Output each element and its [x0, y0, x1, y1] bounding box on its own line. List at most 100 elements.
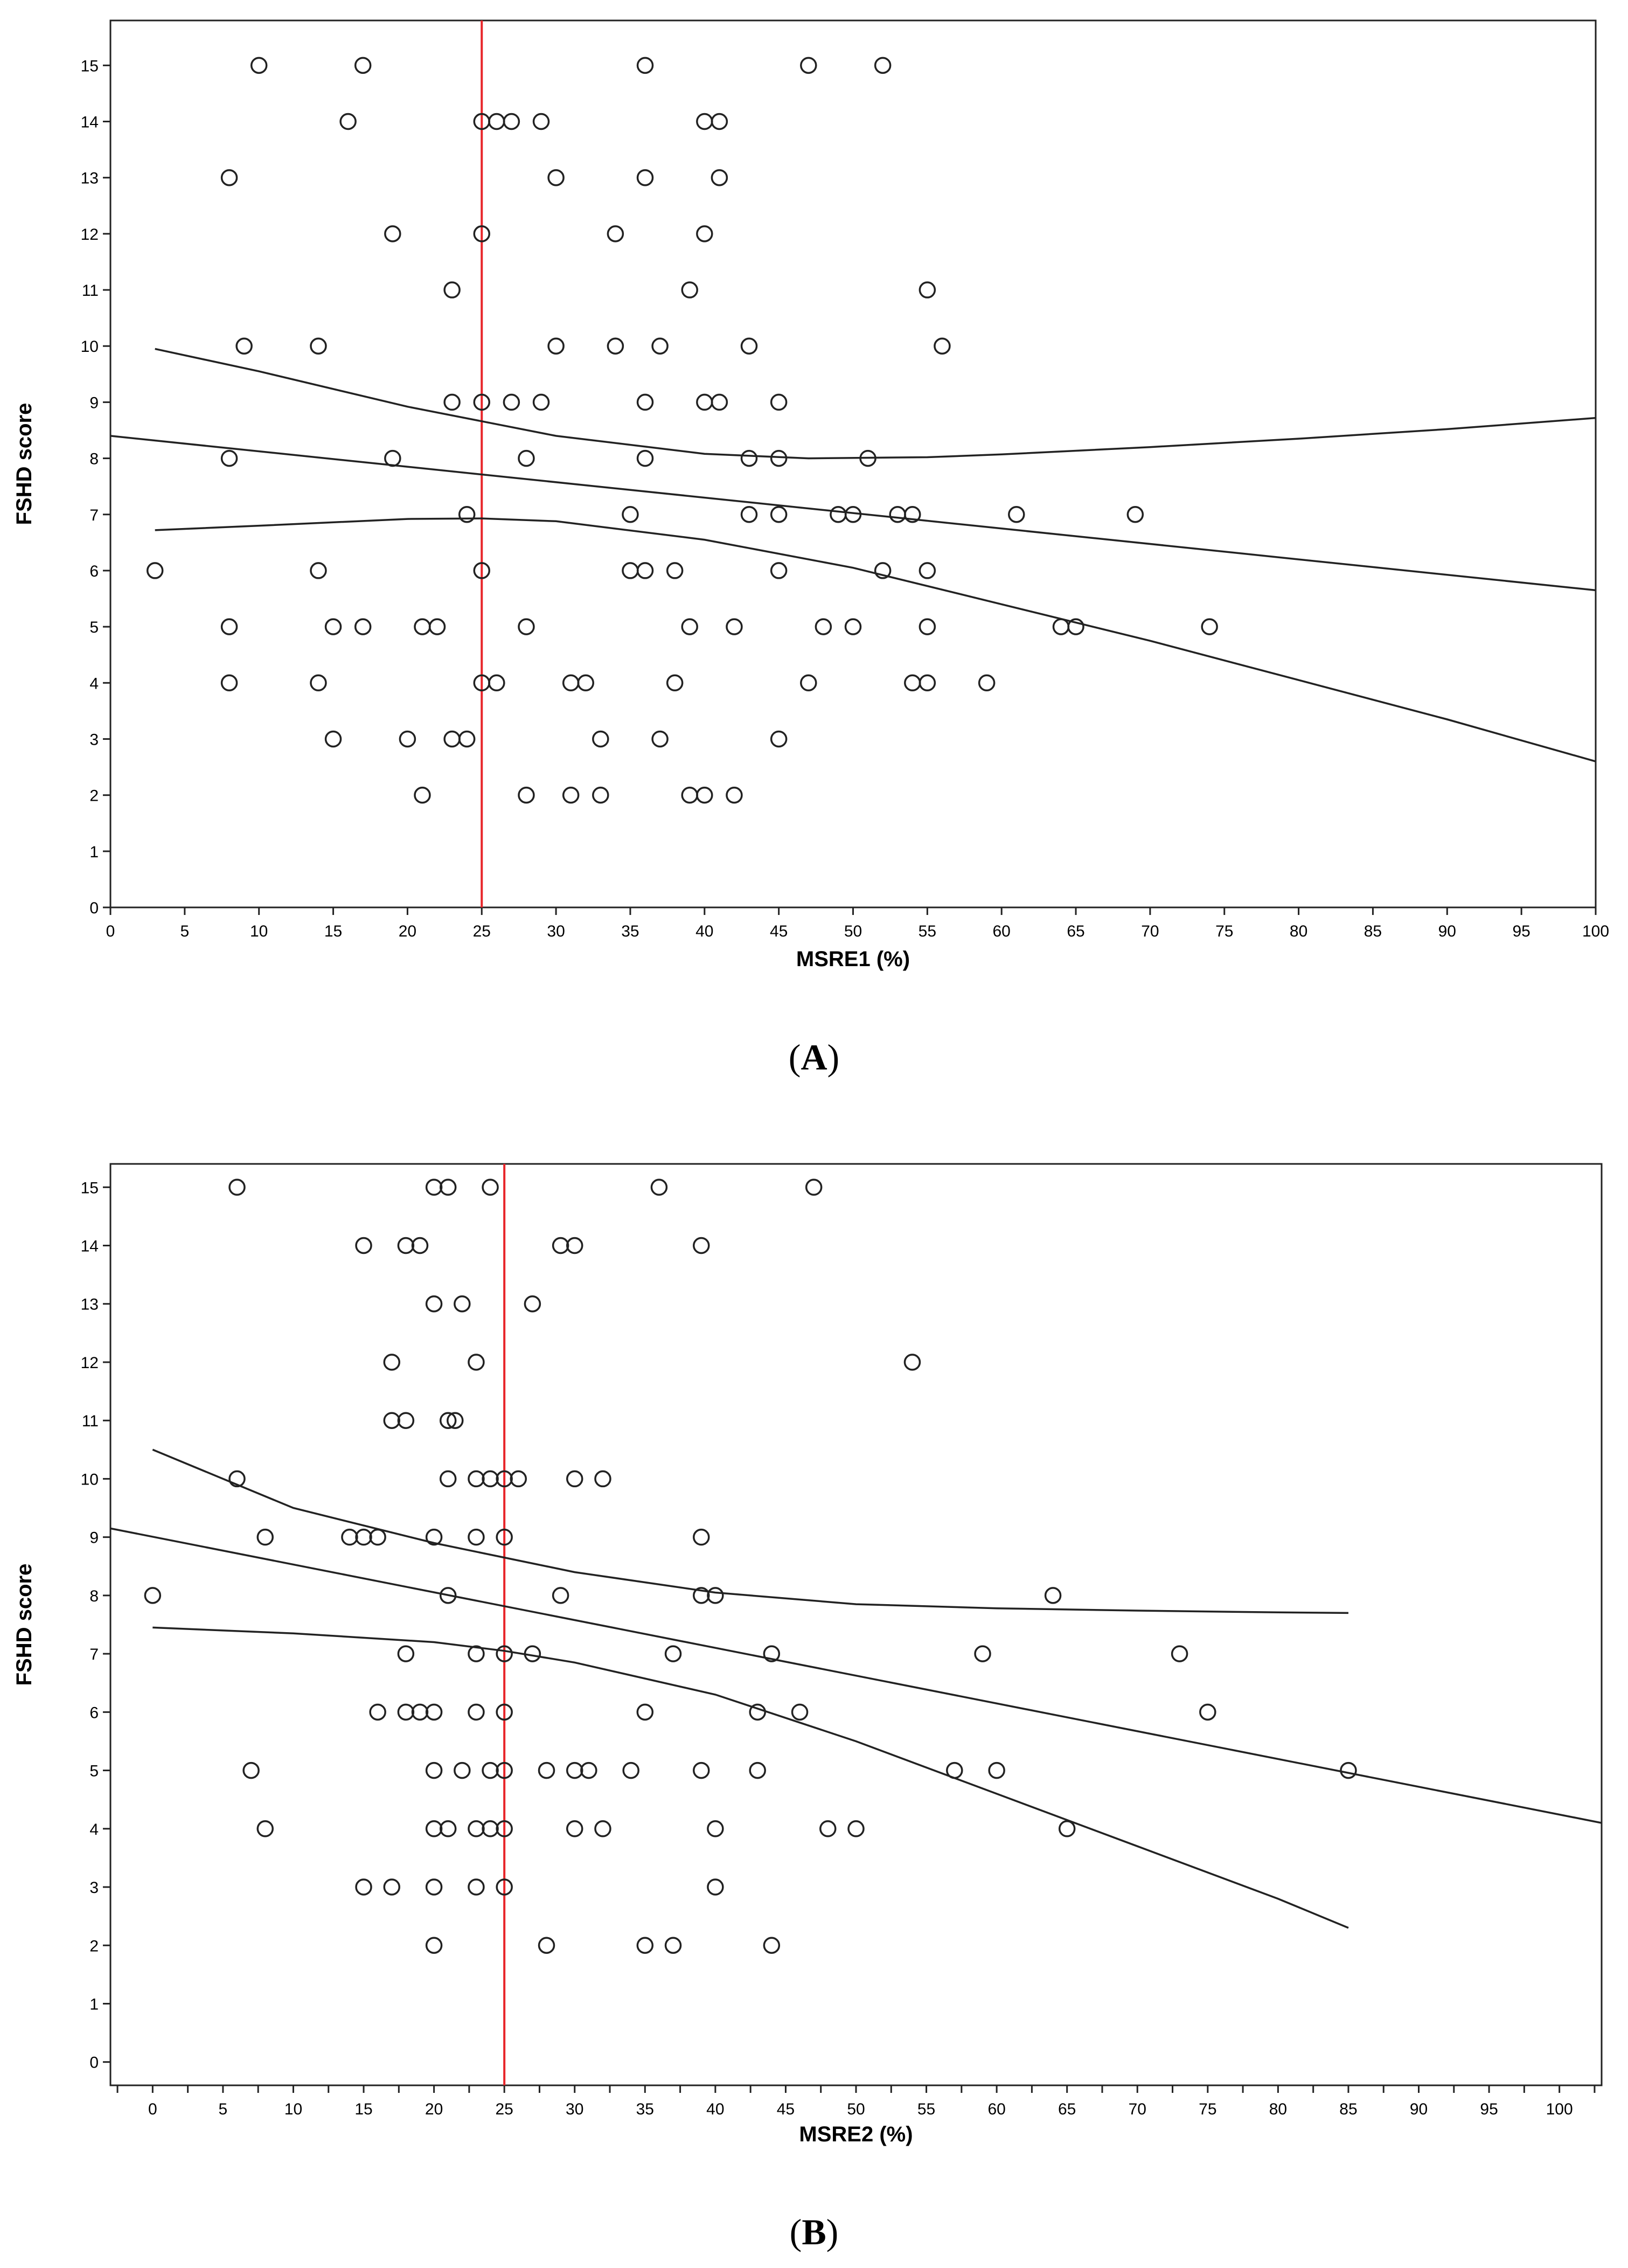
- data-point: [830, 506, 847, 523]
- x-axis-title: MSRE1 (%): [796, 947, 910, 971]
- data-point: [770, 449, 788, 467]
- data-point: [1199, 1703, 1216, 1721]
- data-point: [488, 674, 505, 692]
- y-tick-label: 13: [81, 170, 99, 188]
- data-point: [439, 1820, 457, 1837]
- data-point: [622, 1761, 639, 1779]
- data-point: [607, 337, 624, 355]
- data-point: [369, 1703, 386, 1721]
- data-point: [324, 730, 342, 748]
- y-tick-label: 15: [81, 57, 99, 75]
- x-tick-label: 15: [354, 2100, 372, 2118]
- data-point: [726, 786, 743, 804]
- data-point: [1052, 618, 1070, 635]
- data-point: [503, 393, 520, 411]
- y-tick-label: 9: [89, 394, 99, 412]
- data-point: [693, 1237, 710, 1254]
- x-tick-label: 80: [1269, 2100, 1287, 2118]
- x-tick-label: 70: [1141, 923, 1159, 940]
- data-point: [411, 1703, 429, 1721]
- data-point: [904, 506, 921, 523]
- data-point: [496, 1761, 513, 1779]
- data-point: [919, 562, 936, 579]
- y-tick-label: 1: [89, 843, 99, 861]
- data-point: [425, 1878, 443, 1896]
- data-point: [740, 449, 758, 467]
- data-point: [443, 393, 461, 411]
- x-tick-label: 95: [1512, 923, 1530, 940]
- y-axis-title: FSHD score: [12, 1564, 36, 1686]
- data-point: [518, 449, 535, 467]
- data-point: [496, 1470, 513, 1488]
- data-point: [397, 1645, 415, 1662]
- x-tick-label: 85: [1364, 923, 1382, 940]
- y-tick-label: 6: [89, 1704, 99, 1722]
- x-tick-label: 55: [919, 923, 936, 940]
- data-point: [468, 1820, 485, 1837]
- data-point: [889, 506, 906, 523]
- x-tick-label: 45: [770, 923, 788, 940]
- data-point: [355, 1237, 372, 1254]
- data-point: [791, 1703, 809, 1721]
- data-point: [566, 1237, 583, 1254]
- data-point: [414, 786, 431, 804]
- data-point: [636, 1703, 654, 1721]
- data-point: [651, 730, 669, 748]
- data-point: [664, 1937, 682, 1954]
- y-axis-title: FSHD score: [12, 403, 36, 525]
- x-tick-label: 60: [987, 2100, 1005, 2118]
- data-point: [919, 618, 936, 635]
- y-tick-label: 14: [81, 114, 99, 131]
- upper-confidence-band: [155, 348, 1596, 460]
- data-point: [946, 1761, 963, 1779]
- x-tick-label: 65: [1067, 923, 1084, 940]
- data-point: [443, 730, 461, 748]
- x-tick-label: 85: [1339, 2100, 1357, 2118]
- lower-confidence-band: [155, 517, 1596, 762]
- data-point: [220, 169, 238, 186]
- data-point: [562, 674, 580, 692]
- data-point: [496, 1528, 513, 1546]
- data-point: [800, 57, 817, 74]
- data-point: [636, 449, 654, 467]
- data-point: [228, 1470, 246, 1488]
- data-point: [711, 169, 728, 186]
- data-point: [636, 57, 654, 74]
- data-point: [341, 1528, 358, 1546]
- data-point: [454, 1761, 471, 1779]
- x-axis-title: MSRE2 (%): [799, 2123, 913, 2146]
- x-tick-label: 90: [1410, 2100, 1428, 2118]
- data-point: [707, 1820, 724, 1837]
- data-point: [749, 1761, 766, 1779]
- data-point: [607, 225, 624, 242]
- x-tick-label: 5: [219, 2100, 228, 2118]
- data-point: [566, 1761, 583, 1779]
- data-point: [310, 674, 327, 692]
- data-point: [847, 1820, 865, 1837]
- y-tick-label: 1: [89, 1995, 99, 2013]
- data-point: [577, 674, 594, 692]
- y-tick-label: 11: [82, 282, 99, 300]
- data-point: [439, 1178, 457, 1196]
- data-point: [1058, 1820, 1076, 1837]
- data-point: [666, 562, 684, 579]
- y-tick-label: 14: [81, 1238, 99, 1256]
- data-point: [594, 1470, 611, 1488]
- x-tick-label: 40: [706, 2100, 724, 2118]
- data-point: [384, 225, 401, 242]
- data-point: [844, 506, 862, 523]
- data-point: [770, 393, 788, 411]
- data-point: [696, 225, 713, 242]
- data-point: [919, 281, 936, 299]
- y-tick-label: 4: [89, 675, 99, 692]
- data-point: [496, 1703, 513, 1721]
- data-point: [468, 1528, 485, 1546]
- data-point: [815, 618, 832, 635]
- data-point: [473, 225, 490, 242]
- data-point: [399, 730, 416, 748]
- data-point: [693, 1587, 710, 1604]
- data-point: [228, 1178, 246, 1196]
- lower-confidence-band: [152, 1626, 1349, 1929]
- data-point: [974, 1645, 991, 1662]
